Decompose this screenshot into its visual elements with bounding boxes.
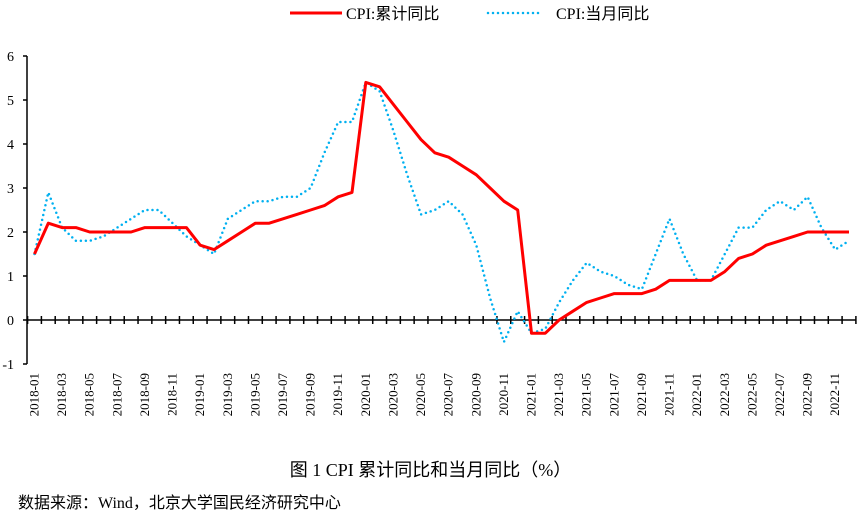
x-tick-label: 2019-05: [247, 373, 262, 416]
series-lines: [33, 80, 851, 344]
y-tick-label: -1: [2, 358, 14, 373]
x-tick-label: 2020-03: [385, 373, 400, 416]
series-line-cpi-monthly: [33, 81, 851, 344]
x-tick-label: 2018-01: [27, 373, 42, 416]
y-axis: -1 0 1 2 3 4 5 6: [2, 50, 28, 373]
x-tick-label: 2022-01: [689, 373, 704, 416]
x-tick-label: 2019-11: [330, 373, 345, 416]
y-tick-label: 5: [7, 94, 14, 109]
x-tick-label: 2021-03: [551, 373, 566, 416]
x-tick-label: 2018-05: [82, 373, 97, 416]
x-tick-label: 2022-09: [800, 373, 815, 416]
x-tick-label: 2019-01: [192, 373, 207, 416]
y-tick-label: 2: [7, 226, 14, 241]
x-tick-label: 2021-09: [634, 373, 649, 416]
x-tick-label: 2022-05: [744, 373, 759, 416]
legend-label: CPI:当月同比: [556, 5, 649, 23]
x-tick-label: 2021-05: [579, 373, 594, 416]
x-tick-label: 2018-09: [137, 373, 152, 416]
legend-label: CPI:累计同比: [346, 5, 439, 23]
chart-title: 图 1 CPI 累计同比和当月同比（%）: [289, 460, 572, 480]
x-tick-label: 2021-01: [523, 373, 538, 416]
x-tick-label: 2020-05: [413, 373, 428, 416]
y-tick-label: 3: [7, 182, 14, 197]
y-tick-label: 1: [7, 270, 14, 285]
x-tick-label: 2019-09: [303, 373, 318, 416]
x-tick-label: 2020-01: [358, 373, 373, 416]
y-tick-label: 0: [7, 314, 14, 329]
x-tick-label: 2021-11: [662, 373, 677, 416]
series-line-cpi-cumulative: [33, 80, 849, 335]
legend: CPI:累计同比 CPI:当月同比: [290, 5, 649, 23]
x-tick-label: 2022-03: [717, 373, 732, 416]
x-tick-label: 2021-07: [606, 373, 621, 417]
x-tick-label: 2020-07: [441, 373, 456, 417]
x-axis: 2018-01 2018-03 2018-05 2018-07 2018-09 2018-…: [27, 316, 857, 417]
y-tick-label: 4: [7, 138, 14, 153]
x-tick-label: 2018-07: [109, 373, 124, 417]
x-tick-label: 2018-03: [54, 373, 69, 416]
x-tick-label: 2019-03: [220, 373, 235, 416]
x-tick-label: 2020-09: [468, 373, 483, 416]
x-tick-label: 2018-11: [165, 373, 180, 416]
y-tick-label: 6: [7, 50, 14, 65]
x-tick-label: 2022-07: [772, 373, 787, 417]
data-source: 数据来源：Wind，北京大学国民经济研究中心: [18, 495, 341, 512]
x-tick-label: 2022-11: [827, 373, 842, 416]
x-tick-label: 2019-07: [275, 373, 290, 417]
x-tick-label: 2020-11: [496, 373, 511, 416]
